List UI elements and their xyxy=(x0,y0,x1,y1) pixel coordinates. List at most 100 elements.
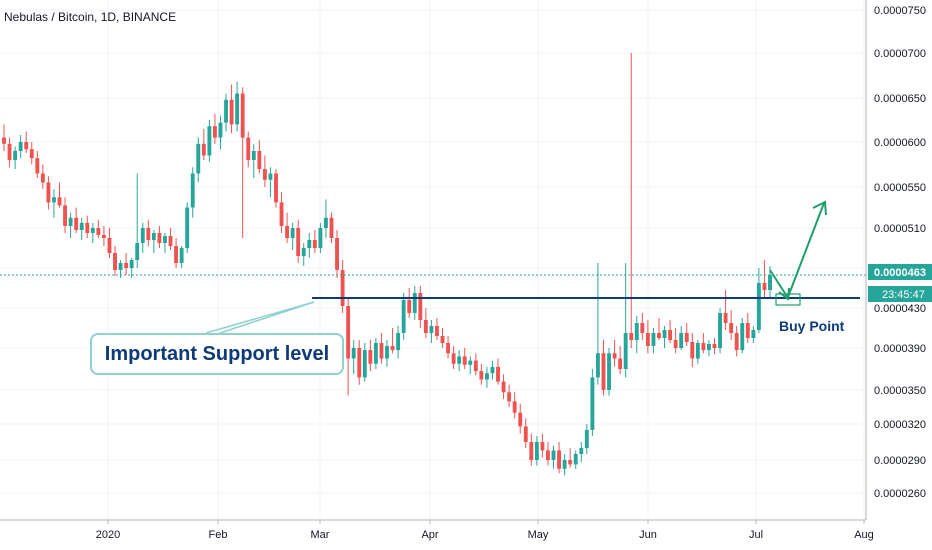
candle-body xyxy=(135,243,140,260)
down-arrow xyxy=(769,269,790,301)
candle-body xyxy=(462,356,467,365)
candle-body xyxy=(68,217,73,226)
candle-body xyxy=(423,320,428,333)
price-tag: 0.0000463 xyxy=(868,264,932,280)
candle-body xyxy=(623,333,628,369)
candle-body xyxy=(640,323,645,333)
candle-body xyxy=(362,350,367,378)
candle-body xyxy=(296,228,301,256)
candle-body xyxy=(340,270,345,306)
candle-body xyxy=(662,330,667,338)
candle-body xyxy=(668,330,673,340)
candle-body xyxy=(279,202,284,226)
candle-body xyxy=(251,151,256,160)
x-tick-label: Feb xyxy=(209,529,228,541)
candle-body xyxy=(540,442,545,451)
candle-body xyxy=(756,283,761,330)
candle-body xyxy=(679,333,684,348)
candle-body xyxy=(379,343,384,359)
x-tick-label: May xyxy=(528,529,549,541)
candle-body xyxy=(751,330,756,338)
candle-body xyxy=(107,238,112,253)
candle-body xyxy=(496,366,500,382)
candle-body xyxy=(113,253,117,270)
candle-body xyxy=(329,217,334,238)
candle-body xyxy=(607,353,611,390)
candle-body xyxy=(473,360,478,372)
y-tick-label: 0.0000430 xyxy=(874,303,926,315)
y-tick-label: 0.0000350 xyxy=(874,385,926,397)
candle-body xyxy=(2,137,6,144)
candle-body xyxy=(190,173,195,208)
candle-body xyxy=(35,158,40,174)
candle-body xyxy=(673,340,678,348)
candle-body xyxy=(18,142,23,151)
candle-body xyxy=(307,240,312,248)
candle-body xyxy=(168,236,173,246)
candle-body xyxy=(518,412,523,427)
y-tick-label: 0.0000600 xyxy=(874,137,926,149)
candle-body xyxy=(257,151,262,169)
up-arrow xyxy=(787,200,827,298)
x-tick-label: Jul xyxy=(749,529,763,541)
candle-body xyxy=(218,122,223,138)
candle-body xyxy=(762,283,767,290)
candle-body xyxy=(523,426,528,442)
candle-body xyxy=(90,228,95,233)
candle-body xyxy=(151,233,156,240)
candle-body xyxy=(118,263,123,270)
candle-body xyxy=(446,343,451,354)
candle-body xyxy=(629,333,634,340)
candle-body xyxy=(695,343,700,359)
candle-body xyxy=(645,333,650,346)
candle-body xyxy=(501,381,506,393)
x-tick-label: Jun xyxy=(639,529,657,541)
candle-body xyxy=(96,228,101,235)
candle-body xyxy=(618,358,623,369)
y-tick-label: 0.0000290 xyxy=(874,455,926,467)
candle-body xyxy=(40,173,45,183)
candle-body xyxy=(407,300,412,313)
candle-body xyxy=(246,137,251,160)
candle-body xyxy=(79,222,84,230)
candle-body xyxy=(451,353,456,364)
candle-body xyxy=(179,248,184,263)
candle-body xyxy=(24,142,29,150)
candle-body xyxy=(651,333,656,346)
candle-body xyxy=(29,149,34,159)
countdown-text: 23:45:47 xyxy=(882,289,925,301)
candle-body xyxy=(612,353,617,359)
candle-body xyxy=(262,169,267,180)
candle-body xyxy=(146,228,151,240)
x-tick-label: 2020 xyxy=(96,529,120,541)
y-tick-label: 0.0000510 xyxy=(874,223,926,235)
candle-body xyxy=(584,430,589,448)
candle-body xyxy=(512,401,517,413)
candle-body xyxy=(224,99,228,123)
y-tick-label: 0.0000320 xyxy=(874,419,926,431)
x-tick-label: Mar xyxy=(311,529,330,541)
candle-body xyxy=(385,346,389,359)
candle-body xyxy=(701,343,706,351)
candle-body xyxy=(85,222,90,233)
candle-body xyxy=(346,306,351,359)
y-axis-labels: 0.0000750 0.0000700 0.0000650 0.0000600 0.00… xyxy=(874,5,926,500)
candle-body xyxy=(529,442,534,460)
candle-body xyxy=(140,228,145,243)
candle-body xyxy=(579,448,584,454)
x-tick-label: Aug xyxy=(854,529,874,541)
candle-body xyxy=(657,333,661,338)
candle-body xyxy=(335,238,339,270)
candle-body xyxy=(634,323,639,340)
candle-body xyxy=(357,348,362,378)
candle-body xyxy=(490,366,495,374)
candle-body xyxy=(729,323,734,333)
candle-body xyxy=(573,454,578,465)
chart-title: Nebulas / Bitcoin, 1D, BINANCE xyxy=(4,10,177,24)
candle-body xyxy=(274,173,278,203)
candle-body xyxy=(390,346,395,351)
candle-body xyxy=(396,333,401,351)
candle-body xyxy=(551,450,556,460)
candle-body xyxy=(7,143,12,160)
